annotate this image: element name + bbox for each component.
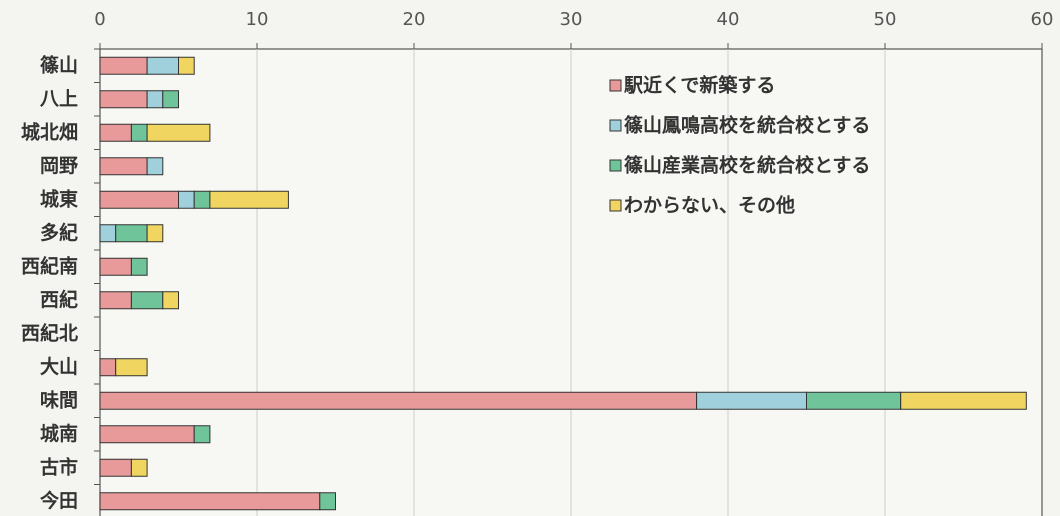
bar-segment xyxy=(99,458,132,477)
x-tick-label: 50 xyxy=(874,9,897,30)
y-tick-label: 篠山 xyxy=(40,53,78,76)
legend-label: わからない、その他 xyxy=(624,194,795,217)
bar-segment xyxy=(696,391,807,410)
bar-segment xyxy=(99,425,195,444)
legend-swatch xyxy=(609,199,622,212)
bar-segment xyxy=(99,224,117,243)
legend-swatch xyxy=(609,159,622,172)
bar-segment xyxy=(99,123,132,142)
bar-segment xyxy=(146,56,180,75)
y-tick-label: 古市 xyxy=(40,455,78,478)
bar-segment xyxy=(178,190,195,209)
bar-segment xyxy=(99,90,148,109)
bar-segment xyxy=(146,123,211,142)
bar-segment xyxy=(99,56,148,75)
bar-segment xyxy=(209,190,289,209)
y-tick-label: 今田 xyxy=(39,489,78,512)
bar-segment xyxy=(146,90,164,109)
bar-segment xyxy=(178,56,195,75)
x-tick-label: 0 xyxy=(94,9,105,30)
bar-segment xyxy=(99,358,117,377)
bar-segment xyxy=(806,391,902,410)
y-tick-label: 西紀北 xyxy=(21,321,78,344)
bar-segment xyxy=(146,224,164,243)
legend-swatch xyxy=(609,119,622,132)
y-tick-label: 多紀 xyxy=(40,221,78,244)
legend-label: 駅近くで新築する xyxy=(623,74,775,97)
x-tick-label: 40 xyxy=(717,9,740,30)
x-tick-label: 30 xyxy=(560,9,583,30)
legend-label: 篠山鳳鳴高校を統合校とする xyxy=(624,114,870,137)
legend-swatch xyxy=(609,79,622,92)
bar-segment xyxy=(146,157,164,176)
bar-segment xyxy=(900,391,1027,410)
y-tick-label: 味間 xyxy=(40,389,78,411)
x-tick-label: 60 xyxy=(1031,9,1054,30)
y-tick-label: 城東 xyxy=(40,187,78,210)
bar-segment xyxy=(99,190,179,209)
bar-segment xyxy=(99,157,148,176)
bar-segment xyxy=(99,257,132,276)
bar-segment xyxy=(193,425,211,444)
bar-segment xyxy=(115,358,148,377)
x-tick-label: 20 xyxy=(403,9,426,30)
bar-segment xyxy=(115,224,148,243)
bar-segment xyxy=(193,190,211,209)
bar-segment xyxy=(162,90,180,109)
x-tick-label: 10 xyxy=(246,9,269,30)
bar-segment xyxy=(319,492,336,511)
bar-segment xyxy=(130,458,148,477)
y-tick-label: 岡野 xyxy=(40,155,78,177)
y-tick-label: 城北畑 xyxy=(21,120,78,143)
legend-label: 篠山産業高校を統合校とする xyxy=(624,154,870,177)
bar-segment xyxy=(162,291,180,310)
bar-segment xyxy=(130,257,148,276)
bar-segment xyxy=(130,291,164,310)
y-tick-label: 大山 xyxy=(40,355,78,378)
bar-segment xyxy=(99,291,132,310)
bar-segment xyxy=(130,123,148,142)
bar-segment xyxy=(99,492,321,511)
bar-segment xyxy=(99,391,698,410)
y-tick-label: 西紀南 xyxy=(21,254,78,277)
y-tick-label: 西紀 xyxy=(40,288,78,311)
y-tick-label: 八上 xyxy=(40,88,78,110)
y-tick-label: 城南 xyxy=(40,422,78,445)
